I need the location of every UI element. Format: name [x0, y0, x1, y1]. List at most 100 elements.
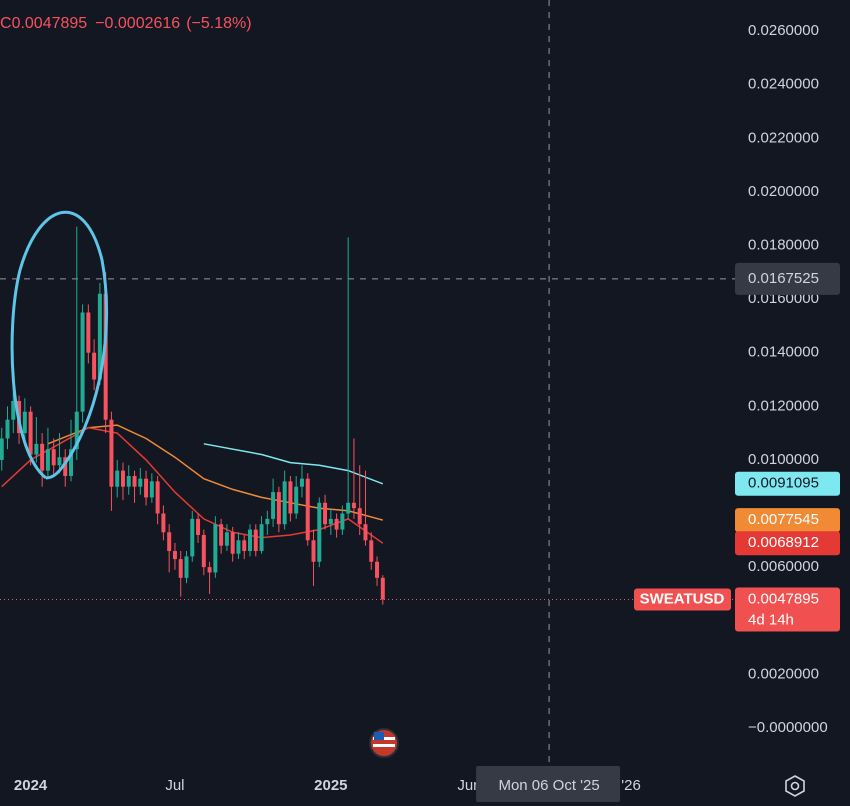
candle-body — [351, 502, 356, 509]
ma-value-box — [735, 471, 840, 496]
candle-body — [294, 486, 299, 514]
header-label: C — [0, 15, 12, 32]
crosshair-x-label: Mon 06 Oct '25 — [498, 777, 599, 794]
candle-body — [51, 449, 56, 466]
candle-body — [311, 540, 316, 562]
candle-body — [86, 312, 91, 353]
candle-body — [265, 518, 270, 525]
candle-body — [97, 293, 102, 380]
candle-body — [149, 481, 154, 498]
candle-body — [120, 470, 125, 487]
header-change: −0.0002616 — [95, 15, 180, 32]
crosshair-y-box — [735, 262, 840, 295]
x-tick-label: 2024 — [14, 777, 48, 794]
candle-body — [132, 475, 137, 487]
candle-body — [317, 502, 322, 562]
crosshair-x-box — [476, 766, 621, 802]
candle-body — [242, 540, 247, 552]
header-change-pct: (−5.18%) — [186, 15, 251, 32]
y-tick-label: −0.0000000 — [748, 719, 828, 736]
candle-body — [190, 518, 195, 557]
candle-body — [363, 524, 368, 541]
y-tick-label: 0.0240000 — [748, 76, 819, 93]
candle-body — [11, 400, 16, 420]
candle-body — [138, 478, 143, 487]
y-tick-label: 0.0220000 — [748, 129, 819, 146]
candle-body — [369, 540, 374, 562]
candle-body — [299, 478, 304, 487]
candle-body — [323, 502, 328, 525]
candle-body — [80, 312, 85, 412]
candle-body — [305, 478, 310, 541]
x-tick-label: Jun — [457, 777, 481, 794]
candle-body — [282, 481, 287, 525]
candle-body — [34, 443, 39, 455]
candle-body — [271, 492, 276, 519]
candle-body — [213, 524, 218, 573]
candle-body — [207, 567, 212, 573]
last-price-label: 0.0047895 — [748, 591, 819, 608]
header: C0.0047895 −0.0002616 (−5.18%) — [0, 15, 252, 32]
x-tick-label: Jul — [165, 777, 184, 794]
ma-value-label: 0.0077545 — [748, 511, 819, 528]
y-tick-label: 0.0200000 — [748, 183, 819, 200]
candle-body — [196, 518, 201, 535]
last-price-box — [735, 587, 840, 632]
candle-body — [63, 457, 68, 476]
y-tick-label: 0.0120000 — [748, 397, 819, 414]
settings-icon[interactable] — [785, 775, 805, 797]
symbol-box — [634, 588, 731, 611]
ma-value-box — [735, 531, 840, 556]
candle-body — [22, 411, 27, 434]
ma-value-box — [735, 508, 840, 533]
candle-body — [28, 411, 33, 455]
candle-body — [69, 449, 74, 476]
price-scale: 0.0260000 0.0240000 0.0220000 0.0200000 0.01… — [634, 22, 840, 736]
candle-body — [230, 532, 235, 554]
candle-body — [201, 534, 206, 568]
candle-body — [74, 411, 79, 450]
candle-body — [346, 502, 351, 514]
symbol-label: SWEATUSD — [640, 591, 725, 608]
crosshair-y-label: 0.0167525 — [748, 270, 819, 287]
moving-average — [1, 426, 384, 544]
y-tick-label: 0.0140000 — [748, 344, 819, 361]
candle-body — [40, 443, 45, 471]
candle-body — [178, 559, 183, 578]
candle-body — [375, 561, 380, 578]
candle-body — [172, 551, 177, 560]
candle-body — [109, 419, 114, 487]
candle-body — [380, 577, 385, 600]
x-tick-label: 2025 — [314, 777, 347, 794]
plot — [0, 0, 735, 770]
candle-body — [0, 438, 4, 460]
candle-body — [219, 524, 224, 546]
candle-body — [92, 352, 97, 380]
candle-body — [103, 293, 108, 420]
ma-value-label: 0.0068912 — [748, 534, 819, 551]
candle-body — [357, 508, 362, 525]
y-tick-label: 0.0260000 — [748, 22, 819, 39]
candle-body — [184, 556, 189, 578]
y-tick-label: 0.0020000 — [748, 665, 819, 682]
candle-body — [340, 513, 345, 530]
candle-body — [155, 481, 160, 514]
ma-value-label: 0.0091095 — [748, 475, 819, 492]
drawn-ellipse — [10, 211, 109, 480]
candle-body — [167, 532, 172, 552]
countdown: 4d 14h — [748, 612, 794, 629]
candle-body — [115, 470, 120, 487]
y-tick-label: 0.0180000 — [748, 236, 819, 253]
candle-body — [57, 457, 62, 466]
candle-body — [144, 478, 149, 498]
candle-body — [248, 529, 253, 552]
candle-body — [126, 475, 131, 487]
candle-body — [328, 518, 333, 525]
candle-body — [236, 540, 241, 554]
candle-body — [45, 449, 50, 471]
x-tick-label: '26 — [621, 777, 641, 794]
candle-body — [253, 529, 258, 552]
